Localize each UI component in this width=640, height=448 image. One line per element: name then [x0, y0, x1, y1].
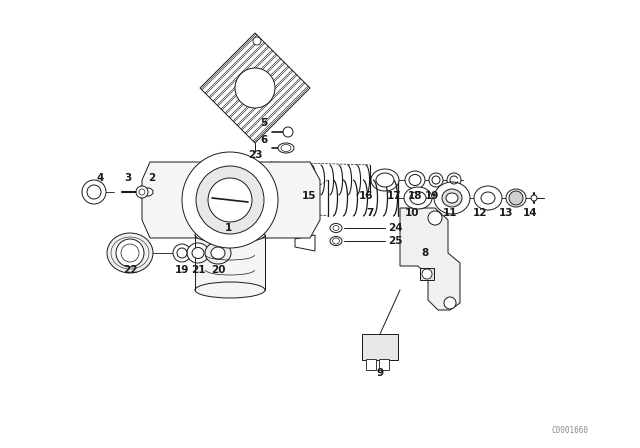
Text: 22: 22	[123, 265, 137, 275]
Text: 25: 25	[388, 236, 403, 246]
Ellipse shape	[447, 173, 461, 187]
Text: 1: 1	[225, 223, 232, 233]
Bar	[366, 359, 376, 370]
Ellipse shape	[330, 224, 342, 233]
Text: 14: 14	[523, 208, 538, 218]
Circle shape	[177, 248, 187, 258]
Ellipse shape	[481, 192, 495, 204]
Circle shape	[428, 211, 442, 225]
Ellipse shape	[333, 238, 339, 244]
Text: 15: 15	[301, 191, 316, 201]
Ellipse shape	[211, 247, 225, 259]
Ellipse shape	[404, 187, 432, 209]
Polygon shape	[400, 208, 460, 310]
Ellipse shape	[192, 247, 204, 258]
Circle shape	[509, 191, 523, 205]
Ellipse shape	[138, 184, 158, 200]
Circle shape	[531, 195, 537, 201]
Ellipse shape	[187, 243, 209, 263]
Text: 19: 19	[175, 265, 189, 275]
Ellipse shape	[409, 175, 421, 185]
Text: 4: 4	[96, 173, 104, 183]
Bar	[420, 268, 434, 280]
Ellipse shape	[446, 193, 458, 203]
Text: 3: 3	[124, 173, 132, 183]
Circle shape	[173, 244, 191, 262]
Text: 23: 23	[248, 150, 262, 160]
Circle shape	[196, 166, 264, 234]
Ellipse shape	[195, 282, 265, 298]
Ellipse shape	[376, 173, 394, 187]
Text: C0001660: C0001660	[552, 426, 589, 435]
Circle shape	[182, 152, 278, 248]
Text: 17: 17	[387, 191, 401, 201]
Ellipse shape	[107, 233, 153, 273]
Bar	[379, 359, 389, 370]
Circle shape	[116, 239, 144, 267]
Ellipse shape	[432, 176, 440, 184]
Ellipse shape	[429, 173, 443, 187]
Circle shape	[444, 297, 456, 309]
Text: 21: 21	[191, 265, 205, 275]
Text: 20: 20	[211, 265, 225, 275]
Text: 8: 8	[421, 248, 429, 258]
Text: 10: 10	[404, 208, 419, 218]
Circle shape	[121, 244, 139, 262]
Polygon shape	[142, 162, 320, 238]
Text: 16: 16	[359, 191, 373, 201]
Ellipse shape	[333, 225, 339, 231]
Circle shape	[82, 180, 106, 204]
Text: 7: 7	[366, 208, 374, 218]
Circle shape	[87, 185, 101, 199]
Ellipse shape	[506, 189, 526, 207]
Ellipse shape	[281, 145, 291, 151]
Circle shape	[253, 37, 261, 45]
Text: 5: 5	[260, 118, 268, 128]
Polygon shape	[195, 235, 265, 290]
Ellipse shape	[330, 237, 342, 246]
Polygon shape	[200, 33, 310, 143]
Text: 13: 13	[499, 208, 513, 218]
Text: 19: 19	[425, 191, 439, 201]
Text: 11: 11	[443, 208, 457, 218]
Ellipse shape	[143, 188, 153, 196]
Ellipse shape	[205, 242, 231, 264]
Text: 12: 12	[473, 208, 487, 218]
Polygon shape	[295, 235, 315, 251]
Ellipse shape	[474, 186, 502, 210]
Ellipse shape	[434, 182, 470, 214]
Ellipse shape	[442, 189, 462, 207]
Ellipse shape	[195, 227, 265, 243]
Ellipse shape	[405, 171, 425, 189]
Ellipse shape	[278, 143, 294, 153]
Text: 2: 2	[148, 173, 156, 183]
Ellipse shape	[410, 191, 426, 204]
Circle shape	[136, 186, 148, 198]
Ellipse shape	[371, 169, 399, 191]
Circle shape	[235, 68, 275, 108]
Text: 6: 6	[260, 135, 268, 145]
Circle shape	[208, 178, 252, 222]
Bar	[362, 334, 398, 360]
Text: 24: 24	[388, 223, 403, 233]
Circle shape	[283, 127, 293, 137]
Circle shape	[422, 269, 432, 279]
Circle shape	[139, 189, 145, 195]
Text: 18: 18	[408, 191, 422, 201]
Text: 9: 9	[376, 368, 383, 378]
